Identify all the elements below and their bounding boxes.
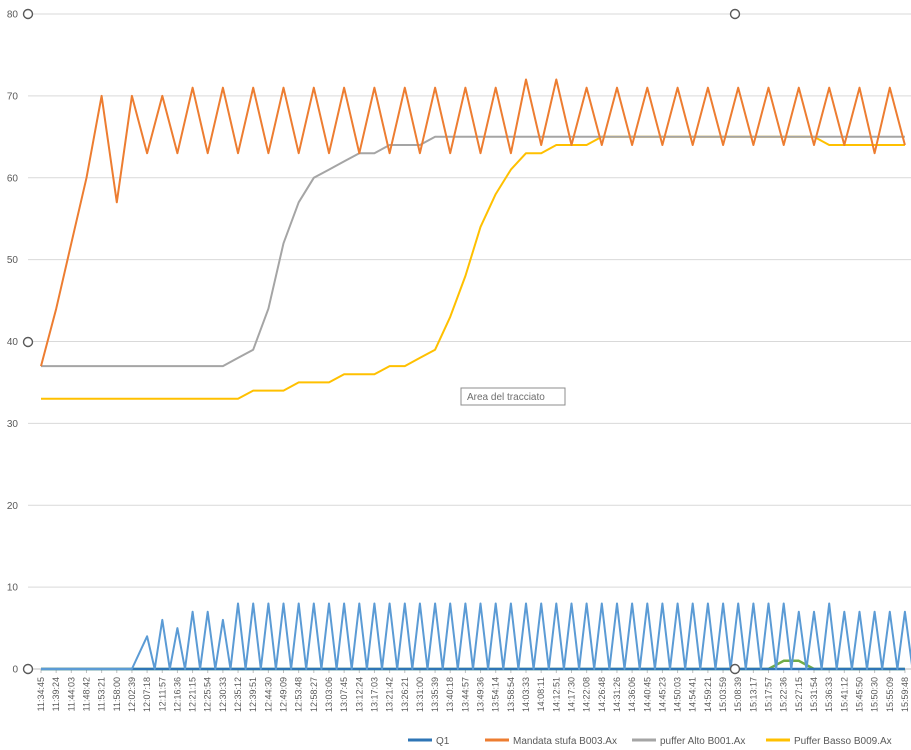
legend-label: Puffer Basso B009.Ax (794, 736, 892, 747)
x-tick-label: 15:17:57 (764, 677, 774, 712)
series-puffer-basso-line (41, 135, 905, 400)
x-tick-label: 14:03:33 (521, 677, 531, 712)
x-tick-label: 12:44:30 (263, 677, 273, 712)
tooltip-box (460, 387, 566, 406)
x-tick-label: 15:50:30 (870, 677, 880, 712)
selection-handles[interactable] (22, 8, 741, 675)
x-tick-label: 12:30:33 (218, 677, 228, 712)
x-tick-label: 13:40:18 (445, 677, 455, 712)
x-tick-label: 14:26:48 (597, 677, 607, 712)
x-tick-label: 15:45:50 (854, 677, 864, 712)
x-axis: 11:34:45 11:39:24 11:44:03 11:48:42 11:53:21… (28, 668, 911, 712)
x-tick-label: 12:35:12 (233, 677, 243, 712)
y-tick-label: 20 (7, 501, 19, 512)
y-tick-label: 0 (12, 665, 18, 676)
legend-label: puffer Alto B001.Ax (660, 736, 745, 747)
legend-item[interactable]: Puffer Basso B009.Ax (766, 736, 892, 747)
x-tick-label: 12:39:51 (248, 677, 258, 712)
x-tick-label: 13:26:21 (400, 677, 410, 712)
legend-label: Mandata stufa B003.Ax (513, 736, 617, 747)
x-tick-label: 13:21:42 (385, 677, 395, 712)
x-tick-label: 14:45:23 (657, 677, 667, 712)
series-lightblue-line (41, 602, 911, 670)
x-tick-label: 11:48:42 (81, 677, 91, 711)
x-tick-label: 12:49:09 (279, 677, 289, 712)
legend-item[interactable]: Mandata stufa B003.Ax (485, 736, 617, 747)
x-tick-label: 15:55:09 (885, 677, 895, 712)
x-tick-label: 12:16:36 (172, 677, 182, 712)
x-tick-label: 12:21:15 (188, 677, 198, 712)
x-tick-label: 14:59:21 (703, 677, 713, 712)
x-tick-label: 14:36:06 (627, 677, 637, 712)
x-tick-label: 12:07:18 (142, 677, 152, 712)
y-tick-label: 40 (7, 337, 19, 348)
x-tick-label: 15:22:36 (779, 677, 789, 712)
resize-handle-2[interactable] (22, 336, 34, 348)
x-tick-label: 15:36:33 (824, 677, 834, 712)
y-axis: 0 10 20 30 40 50 60 70 80 (7, 10, 19, 676)
x-tick-label: 15:03:59 (718, 677, 728, 712)
y-tick-label: 70 (7, 91, 19, 102)
x-tick-label: 14:22:08 (582, 677, 592, 712)
series-mandata-stufa-line (40, 78, 906, 367)
plot-area-tooltip: Area del tracciato (460, 387, 566, 406)
x-tick-label: 14:50:03 (673, 677, 683, 712)
x-tick-label: 11:34:45 (36, 677, 46, 711)
legend-item[interactable]: puffer Alto B001.Ax (632, 736, 745, 747)
x-tick-label: 12:25:54 (203, 677, 213, 712)
x-tick-label: 11:44:03 (66, 677, 76, 711)
x-tick-label: 13:35:39 (430, 677, 440, 712)
x-tick-label: 13:58:54 (506, 677, 516, 712)
x-tick-label: 13:31:00 (415, 677, 425, 712)
x-tick-label: 15:13:17 (748, 677, 758, 712)
resize-handle-0[interactable] (22, 8, 34, 20)
y-tick-label: 50 (7, 255, 19, 266)
legend-item[interactable]: Q1 (408, 736, 450, 747)
series-layer (40, 78, 911, 671)
x-tick-label: 15:59:48 (900, 677, 910, 712)
y-tick-label: 60 (7, 173, 19, 184)
x-tick-label: 12:53:48 (294, 677, 304, 712)
x-tick-label: 14:12:51 (551, 677, 561, 712)
x-tick-label: 13:17:03 (369, 677, 379, 712)
x-tick-label: 12:11:57 (157, 677, 167, 711)
y-tick-label: 10 (7, 583, 19, 594)
x-tick-label: 15:08:39 (733, 677, 743, 712)
x-tick-label: 14:08:11 (536, 677, 546, 711)
x-tick-label: 12:58:27 (309, 677, 319, 712)
x-tick-label: 14:54:41 (688, 677, 698, 712)
x-tick-label: 15:27:15 (794, 677, 804, 712)
x-tick-label: 14:40:45 (642, 677, 652, 712)
x-tick-label: 11:58:00 (112, 677, 122, 711)
tooltip-label: Area del tracciato (467, 392, 545, 403)
x-tick-label: 13:03:06 (324, 677, 334, 712)
y-tick-label: 30 (7, 419, 19, 430)
gridlines (28, 13, 911, 670)
x-tick-label: 15:31:54 (809, 677, 819, 712)
x-tick-label: 13:49:36 (476, 677, 486, 712)
x-tick-label: 13:44:57 (460, 677, 470, 712)
x-tick-label: 15:41:12 (839, 677, 849, 712)
x-tick-label: 14:17:30 (566, 677, 576, 712)
resize-handle-1[interactable] (729, 8, 741, 20)
x-tick-label: 11:53:21 (97, 677, 107, 711)
y-tick-label: 80 (7, 10, 19, 21)
resize-handle-3[interactable] (729, 663, 741, 675)
legend-label: Q1 (436, 736, 450, 747)
x-tick-label: 14:31:26 (612, 677, 622, 712)
x-tick-label: 11:39:24 (51, 677, 61, 711)
series-puffer-alto-line (41, 135, 905, 368)
x-tick-label: 13:54:14 (491, 677, 501, 712)
x-tick-label: 13:07:45 (339, 677, 349, 712)
x-tick-label: 12:02:39 (127, 677, 137, 712)
legend[interactable]: Q1 Mandata stufa B003.Ax puffer Alto B001.… (408, 736, 892, 747)
x-tick-label: 13:12:24 (354, 677, 364, 712)
resize-handle-4[interactable] (22, 663, 34, 675)
